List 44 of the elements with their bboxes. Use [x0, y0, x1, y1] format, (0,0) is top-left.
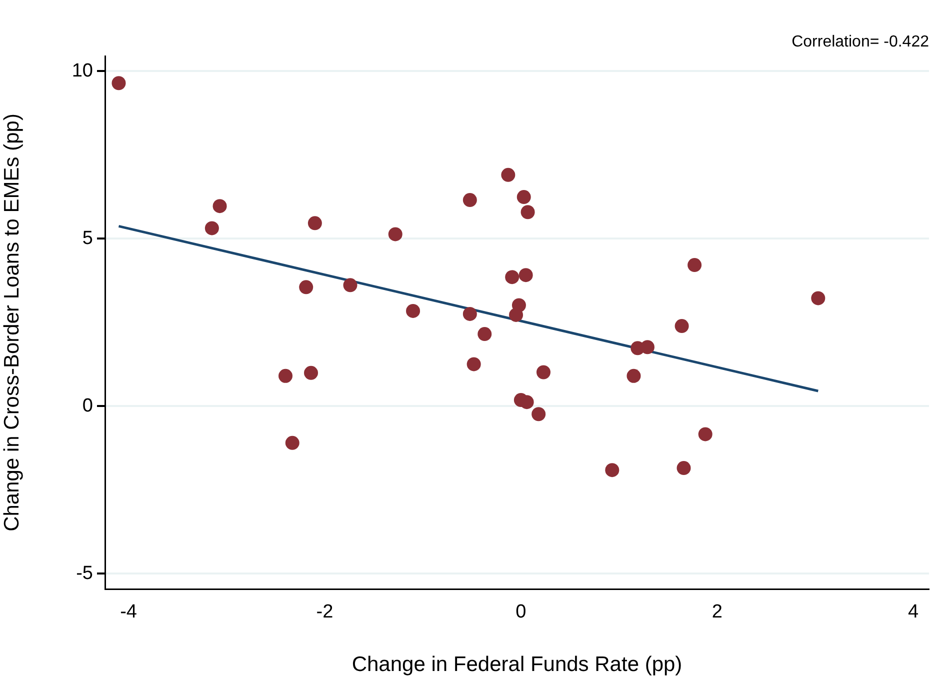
point [520, 395, 534, 410]
x-tick-label: 0 [516, 602, 526, 623]
x-tick-label: -2 [316, 602, 334, 623]
point [674, 319, 689, 334]
point [811, 291, 826, 306]
point [478, 327, 492, 342]
point [698, 427, 712, 442]
point [278, 368, 292, 383]
point [520, 205, 535, 220]
text: Correlation= -0.422 [792, 33, 930, 50]
point [518, 268, 533, 282]
point [505, 270, 520, 284]
point [304, 366, 318, 380]
point [212, 199, 227, 214]
point [536, 365, 550, 380]
point [640, 340, 654, 354]
point [605, 463, 620, 478]
point [406, 304, 420, 318]
y-tick-label: 0 [82, 395, 93, 416]
y-tick-label: 5 [82, 228, 93, 249]
y-axis-title: Change in Cross-Border Loans to EMEs (pp) [0, 114, 24, 532]
point [112, 76, 126, 90]
point [299, 280, 314, 294]
point [466, 357, 481, 372]
point [676, 461, 691, 476]
point [688, 258, 702, 272]
point [204, 221, 219, 236]
x-tick-label: 4 [908, 602, 920, 623]
point [462, 306, 477, 321]
x-axis-title: Change in Federal Funds Rate (pp) [352, 653, 682, 676]
y-tick-label: 10 [72, 60, 93, 82]
x-tick-label: -4 [120, 602, 138, 623]
point [516, 190, 531, 204]
point [343, 278, 358, 292]
point [509, 308, 524, 322]
y-tick-label: -5 [76, 562, 93, 584]
point [285, 436, 300, 450]
point [388, 227, 402, 242]
point [626, 368, 641, 383]
x-tick-label: 2 [712, 602, 722, 623]
point [308, 216, 322, 230]
point [501, 168, 516, 182]
point [532, 407, 546, 422]
point [462, 193, 477, 208]
